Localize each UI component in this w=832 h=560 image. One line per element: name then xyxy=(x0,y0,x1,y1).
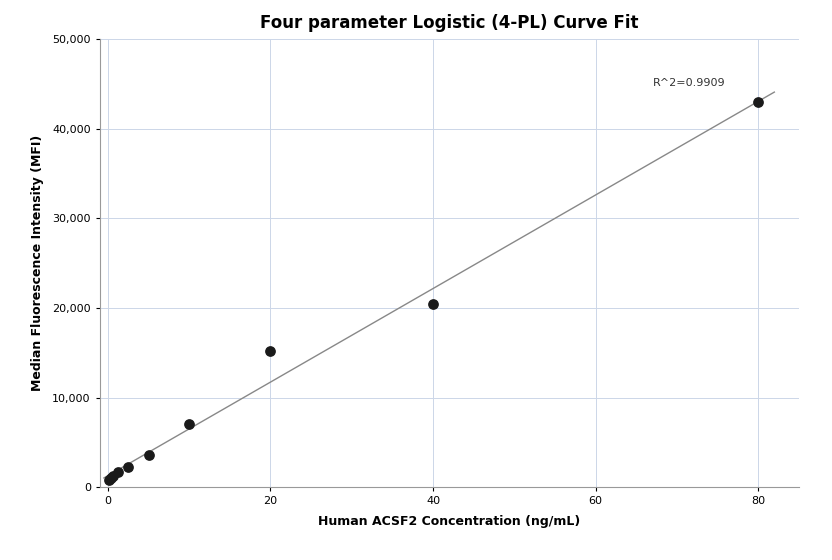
Point xyxy=(426,299,439,308)
Point xyxy=(111,468,125,477)
Point xyxy=(142,450,156,459)
Point xyxy=(264,347,277,356)
Point xyxy=(102,475,116,484)
Point xyxy=(104,473,117,482)
Title: Four parameter Logistic (4-PL) Curve Fit: Four parameter Logistic (4-PL) Curve Fit xyxy=(260,14,638,32)
Point xyxy=(106,471,120,480)
Text: R^2=0.9909: R^2=0.9909 xyxy=(652,78,725,88)
Point xyxy=(121,463,135,472)
Y-axis label: Median Fluorescence Intensity (MFI): Median Fluorescence Intensity (MFI) xyxy=(31,135,44,391)
Point xyxy=(751,97,765,106)
Point xyxy=(182,420,196,429)
X-axis label: Human ACSF2 Concentration (ng/mL): Human ACSF2 Concentration (ng/mL) xyxy=(318,515,581,528)
